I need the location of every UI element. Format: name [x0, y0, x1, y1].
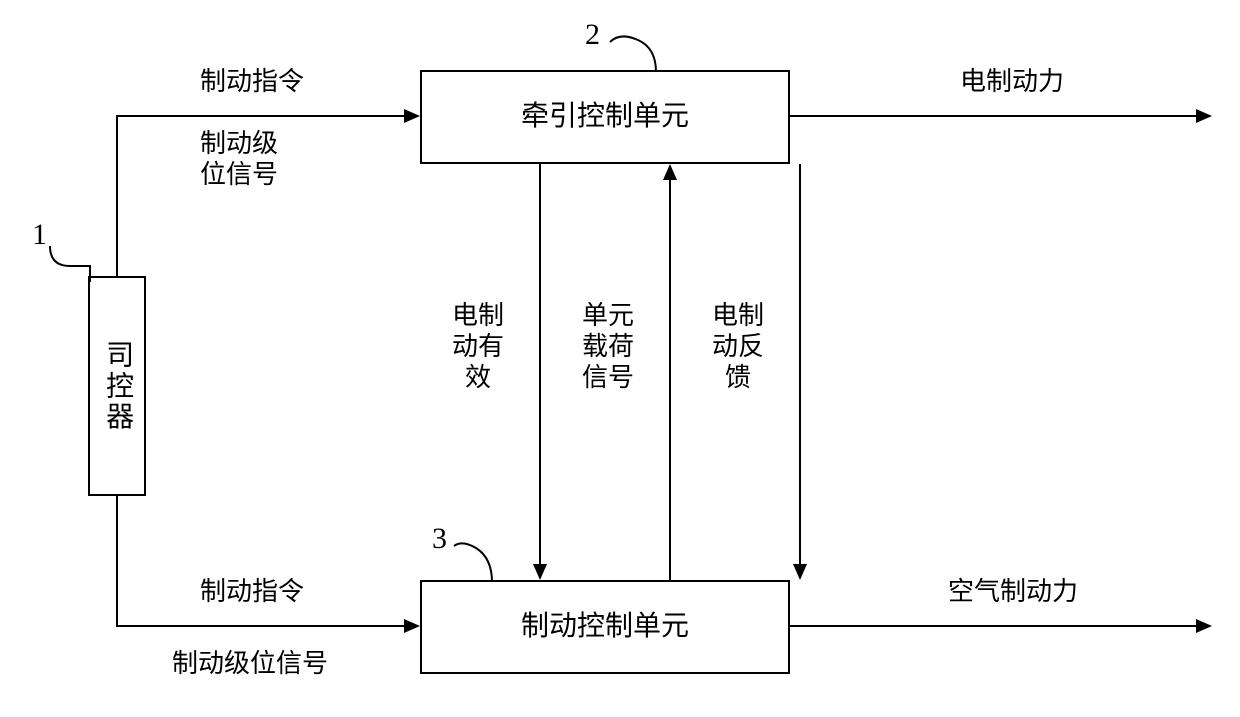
edge-ctrl-traction-h [116, 115, 404, 117]
ref-number-3: 3 [432, 522, 447, 556]
label-top-cmd: 制动指令 [200, 66, 304, 97]
edge-traction-out-h [790, 115, 1196, 117]
label-bot-cmd: 制动指令 [200, 576, 304, 607]
edge-ctrl-brake-v [116, 496, 118, 626]
node-brake: 制动控制单元 [420, 580, 790, 674]
edge-load-arrow-icon [663, 164, 677, 180]
label-mid-left: 电制 动有 效 [452, 300, 504, 394]
ref-number-1: 1 [32, 218, 47, 252]
label-mid-center: 单元 载荷 信号 [582, 300, 634, 394]
label-out-top: 电制动力 [960, 66, 1064, 97]
edge-traction-out-arrow-icon [1196, 109, 1212, 123]
ref-hook-2-icon [608, 30, 668, 74]
edge-ctrl-traction-arrow-icon [404, 109, 420, 123]
label-out-bot: 空气制动力 [948, 576, 1078, 607]
label-bot-level: 制动级位信号 [172, 648, 328, 679]
edge-valid-v [539, 164, 541, 564]
ref-hook-1-icon [48, 244, 98, 284]
edge-feedback-arrow-icon [793, 564, 807, 580]
label-top-level: 制动级 位信号 [200, 128, 278, 190]
node-controller: 司控器 [88, 276, 146, 496]
edge-feedback-v [799, 164, 801, 564]
edge-ctrl-brake-h [116, 625, 404, 627]
edge-brake-out-h [790, 625, 1196, 627]
node-brake-label: 制动控制单元 [521, 611, 689, 643]
edge-ctrl-brake-arrow-icon [404, 619, 420, 633]
node-traction: 牵引控制单元 [420, 70, 790, 164]
edge-ctrl-traction-v [116, 115, 118, 276]
node-controller-label: 司控器 [101, 340, 133, 432]
ref-number-2: 2 [585, 18, 600, 52]
edge-brake-out-arrow-icon [1196, 619, 1212, 633]
node-traction-label: 牵引控制单元 [521, 101, 689, 133]
diagram-canvas: 司控器 牵引控制单元 制动控制单元 1 2 3 制动指令 制动级 位信号 [0, 0, 1240, 717]
label-mid-right: 电制 动反 馈 [712, 300, 764, 394]
edge-valid-arrow-icon [533, 564, 547, 580]
ref-hook-3-icon [452, 538, 502, 584]
edge-load-v [669, 180, 671, 580]
